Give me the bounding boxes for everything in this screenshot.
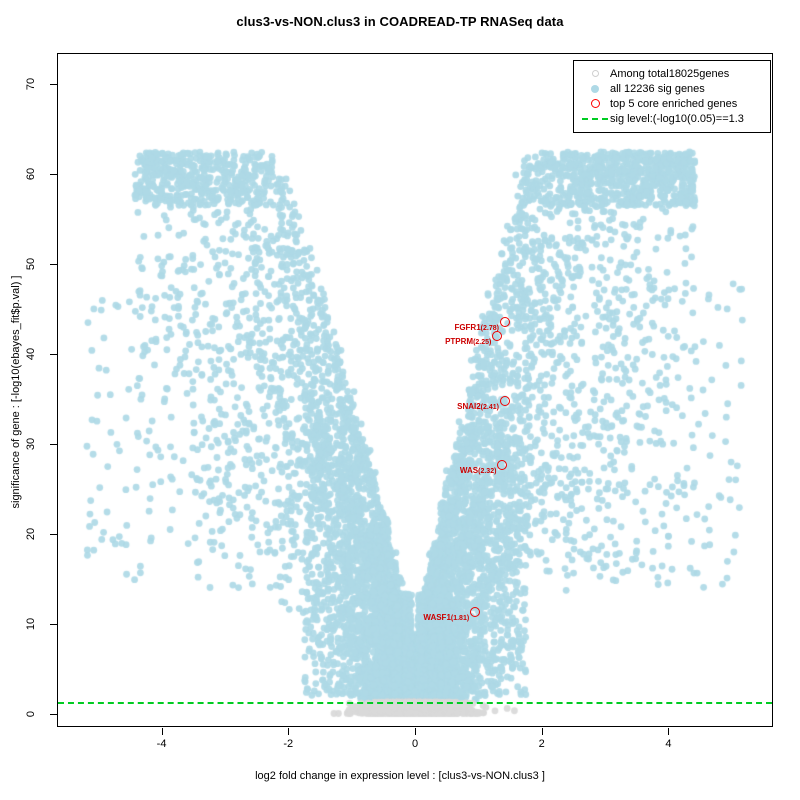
open-circle-icon bbox=[580, 70, 610, 77]
legend-item-sig-level: sig level:(-log10(0.05)==1.3 bbox=[580, 111, 764, 126]
page-title: clus3-vs-NON.clus3 in COADREAD-TP RNASeq… bbox=[236, 14, 564, 29]
x-tick bbox=[668, 728, 670, 735]
y-tick bbox=[50, 174, 57, 176]
y-tick bbox=[50, 354, 57, 356]
legend-label: all 12236 sig genes bbox=[610, 82, 705, 95]
legend: Among total18025genes all 12236 sig gene… bbox=[573, 60, 771, 133]
core-gene-label: FGFR1(2.78) bbox=[454, 322, 499, 332]
y-tick bbox=[50, 623, 57, 625]
x-tick-label: 2 bbox=[538, 738, 545, 750]
legend-label: sig level:(-log10(0.05)==1.3 bbox=[610, 112, 744, 125]
y-tick-label: 70 bbox=[25, 78, 37, 91]
x-tick-label: -4 bbox=[156, 738, 167, 750]
legend-label: Among total18025genes bbox=[610, 67, 730, 80]
red-circle-icon bbox=[580, 99, 610, 108]
plot-frame bbox=[57, 53, 773, 727]
x-tick-label: -2 bbox=[283, 738, 294, 750]
legend-item-sig-genes: all 12236 sig genes bbox=[580, 81, 764, 96]
y-tick bbox=[50, 264, 57, 266]
core-gene-marker bbox=[499, 395, 510, 406]
scatter-points-canvas bbox=[58, 54, 772, 726]
x-tick-label: 4 bbox=[665, 738, 672, 750]
plot-area bbox=[58, 54, 772, 726]
core-gene-label: WASF1(1.81) bbox=[423, 612, 470, 622]
legend-item-total-genes: Among total18025genes bbox=[580, 66, 764, 81]
x-tick bbox=[161, 728, 163, 735]
core-gene-marker bbox=[492, 331, 503, 342]
x-tick-label: 0 bbox=[411, 738, 419, 750]
legend-label: top 5 core enriched genes bbox=[610, 97, 738, 110]
y-tick-label: 0 bbox=[25, 710, 37, 717]
filled-circle-icon bbox=[580, 84, 610, 93]
y-tick-label: 10 bbox=[25, 617, 37, 630]
y-tick bbox=[50, 533, 57, 535]
y-axis-title: significance of gene : [-log10(ebayes_fi… bbox=[10, 275, 22, 509]
dashed-line-icon bbox=[580, 117, 610, 120]
x-tick bbox=[415, 728, 416, 735]
x-tick bbox=[288, 728, 290, 735]
y-tick bbox=[50, 443, 57, 445]
core-gene-marker bbox=[470, 606, 481, 617]
y-tick-label: 60 bbox=[25, 168, 37, 181]
legend-item-core-genes: top 5 core enriched genes bbox=[580, 96, 764, 111]
y-tick bbox=[50, 713, 57, 715]
x-axis-title: log2 fold change in expression level : [… bbox=[255, 770, 545, 782]
core-gene-label: PTPRM(2.25) bbox=[445, 337, 492, 347]
y-tick bbox=[50, 84, 57, 86]
significance-threshold-line bbox=[58, 701, 772, 704]
core-gene-label: SNAI2(2.41) bbox=[457, 401, 499, 411]
core-gene-marker bbox=[499, 316, 510, 327]
x-tick bbox=[541, 728, 543, 735]
core-gene-label: WAS(2.32) bbox=[459, 466, 497, 476]
